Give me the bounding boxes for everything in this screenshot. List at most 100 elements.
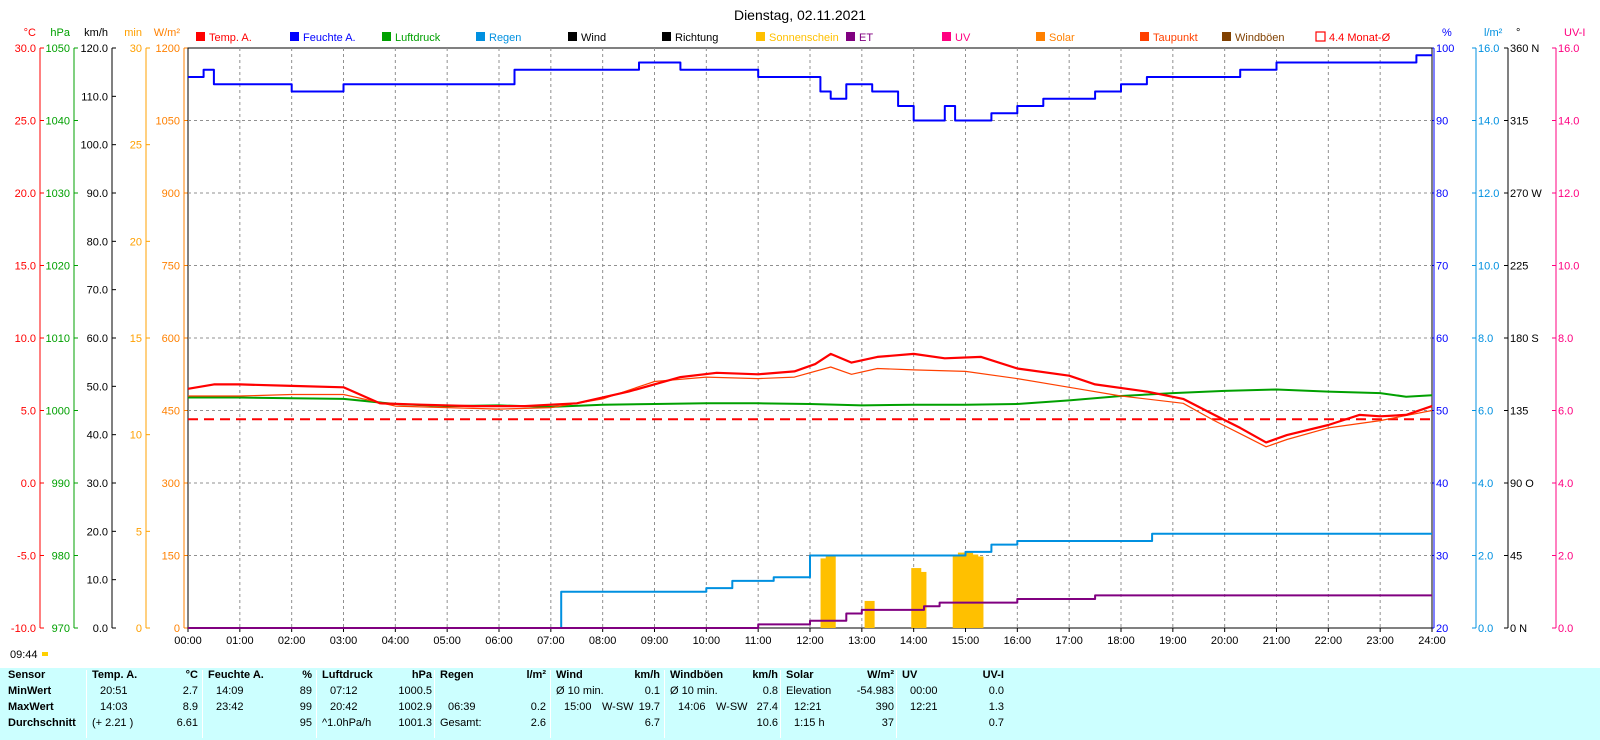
stats-cell: 0.7: [988, 717, 1004, 729]
stats-cell: km/h: [752, 669, 778, 681]
stats-cell: 6.7: [644, 717, 660, 729]
wind-axis-tick: 110.0: [81, 91, 108, 103]
uv-axis-tick: 6.0: [1558, 406, 1573, 418]
series-feuchte-a: [188, 54, 1432, 122]
stats-cell: -54.983: [856, 685, 894, 697]
stats-cell: Sensor: [8, 669, 46, 681]
stats-cell: 23:42: [216, 701, 244, 713]
legend-label: Luftdruck: [395, 32, 441, 44]
sunmin-axis-tick: 5: [136, 526, 142, 538]
temp-axis-unit: °C: [24, 27, 36, 39]
series-et: [188, 594, 1432, 629]
pressure-axis-tick: 970: [52, 623, 70, 635]
wind-axis-tick: 50.0: [87, 381, 108, 393]
stats-cell: 1.3: [988, 701, 1004, 713]
x-tick-label: 17:00: [1055, 635, 1083, 647]
legend-label: Richtung: [675, 32, 718, 44]
rain-axis-tick: 8.0: [1478, 333, 1493, 345]
chart-title: Dienstag, 02.11.2021: [734, 7, 866, 23]
sunshine-bar: [825, 554, 836, 628]
x-axis: 00:00 01:00 02:00 03:00 04:00 05:00 06:00 07:00…: [174, 628, 1446, 647]
stats-cell: 0.1: [644, 685, 660, 697]
x-tick-label: 06:00: [485, 635, 513, 647]
temp-axis-tick: 25.0: [15, 116, 36, 128]
legend-swatch: [846, 32, 855, 41]
pressure-axis-tick: 1050: [46, 43, 70, 55]
wind-axis-tick: 120.0: [80, 43, 108, 55]
stats-cell: Ø 10 min.: [556, 685, 604, 697]
x-tick-label: 10:00: [693, 635, 721, 647]
x-tick-label: 04:00: [382, 635, 410, 647]
stats-cell: Durchschnitt: [8, 717, 76, 729]
legend-label: Windböen: [1235, 32, 1285, 44]
grid: [188, 48, 1432, 628]
direction-axis-tick: 90 O: [1510, 478, 1534, 490]
legend-swatch: [196, 32, 205, 41]
uv-axis-tick: 8.0: [1558, 333, 1573, 345]
stats-separator: [86, 670, 87, 738]
x-tick-label: 13:00: [848, 635, 876, 647]
stats-cell: MinWert: [8, 685, 52, 697]
right-axes: % 100 90 80 70 60 50 40 30 20 l/m² 16.0 14.0 12.0 10.0…: [1430, 27, 1585, 635]
stats-separator: [434, 670, 435, 738]
stats-cell: W-SW: [716, 701, 748, 713]
x-tick-label: 21:00: [1263, 635, 1291, 647]
stats-cell: 10.6: [756, 717, 778, 729]
x-tick-label: 05:00: [433, 635, 461, 647]
direction-axis-tick: 360 N: [1510, 43, 1539, 55]
rain-axis-tick: 6.0: [1478, 406, 1493, 418]
stats-cell: 06:39: [448, 701, 476, 713]
stats-separator: [202, 670, 203, 738]
legend-swatch: [568, 32, 577, 41]
legend-label: Sonnenschein: [769, 32, 839, 44]
pressure-axis-tick: 1040: [46, 116, 70, 128]
legend-label: Feuchte A.: [303, 32, 356, 44]
stats-cell: Solar: [786, 669, 814, 681]
stats-separator: [664, 670, 665, 738]
stats-cell: 390: [875, 701, 894, 713]
direction-axis-tick: 180 S: [1510, 333, 1539, 345]
pressure-axis-tick: 990: [52, 478, 70, 490]
legend-label: 4.4 Monat-Ø: [1329, 32, 1391, 44]
sunmin-axis-unit: min: [124, 27, 142, 39]
humidity-axis-tick: 50: [1436, 406, 1448, 418]
data-series: [187, 54, 1433, 629]
stats-cell: 8.9: [182, 701, 198, 713]
weather-chart: Dienstag, 02.11.2021 Temp. A. Feuchte A. L…: [10, 7, 1585, 661]
solar-axis-tick: 600: [162, 333, 180, 345]
solar-axis-tick: 300: [162, 478, 180, 490]
temp-axis-tick: 20.0: [15, 188, 36, 200]
wind-axis-tick: 90.0: [87, 188, 108, 200]
legend-swatch: [1036, 32, 1045, 41]
solar-axis-tick: 1200: [156, 43, 180, 55]
stats-cell: (+ 2.21 ): [92, 717, 134, 729]
uv-axis-tick: 14.0: [1558, 116, 1579, 128]
stats-cell: l/m²: [526, 669, 546, 681]
stats-table: Sensor MinWert MaxWert Durchschnitt Temp. A.…: [0, 668, 1600, 740]
rain-axis-tick: 4.0: [1478, 478, 1493, 490]
pressure-axis-tick: 1030: [46, 188, 70, 200]
stats-cell: 14:09: [216, 685, 244, 697]
sunshine-bar: [963, 552, 974, 628]
legend-swatch: [756, 32, 765, 41]
solar-axis-tick: 1050: [156, 116, 180, 128]
rain-axis-tick: 12.0: [1478, 188, 1499, 200]
direction-axis-unit: °: [1516, 27, 1520, 39]
stats-cell: Feuchte A.: [208, 669, 264, 681]
sunshine-bar: [864, 600, 875, 628]
stats-cell: MaxWert: [8, 701, 54, 713]
pressure-axis-tick: 1000: [46, 406, 70, 418]
humidity-axis-tick: 30: [1436, 551, 1448, 563]
wind-axis-tick: 10.0: [87, 575, 108, 587]
stats-cell: 1002.9: [398, 701, 432, 713]
stats-cell: hPa: [411, 669, 432, 681]
rain-axis-tick: 10.0: [1478, 261, 1499, 273]
legend-label: UV: [955, 32, 971, 44]
temp-axis-tick: 15.0: [15, 261, 36, 273]
sunmin-axis-tick: 20: [130, 236, 142, 248]
direction-axis-tick: 0 N: [1510, 623, 1527, 635]
uv-axis-tick: 2.0: [1558, 551, 1573, 563]
stats-cell: °C: [185, 669, 198, 681]
pressure-axis-tick: 1020: [46, 261, 70, 273]
x-tick-label: 18:00: [1107, 635, 1135, 647]
